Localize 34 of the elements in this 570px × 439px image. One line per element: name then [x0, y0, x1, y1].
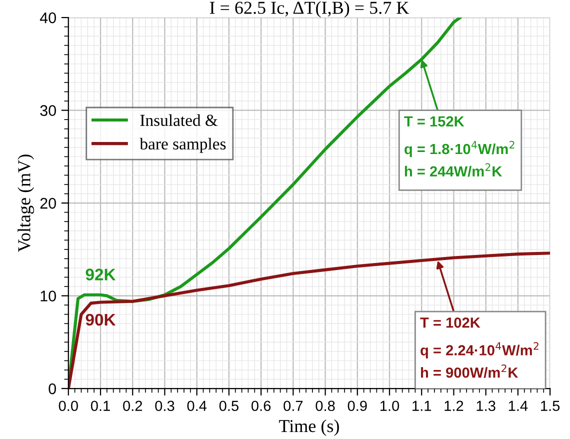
annotation: 90K — [86, 314, 116, 326]
x-tick-label: 0.5 — [219, 400, 238, 412]
x-tick-label: 0.2 — [123, 400, 142, 412]
x-tick-label: 0.6 — [251, 400, 271, 412]
x-tick-label: 0.1 — [90, 400, 110, 412]
y-tick-label: 0 — [48, 383, 56, 394]
y-axis-title: Voltage (mV) — [18, 154, 34, 252]
y-tick-label: 10 — [40, 290, 56, 302]
y-tick-label: 40 — [40, 12, 56, 24]
x-tick-label: 0.7 — [284, 400, 303, 412]
legend-label: Insulated & — [140, 114, 218, 126]
x-axis-title: Time (s) — [279, 419, 339, 436]
annotation: T = 102K — [420, 317, 480, 328]
x-tick-label: 1.2 — [444, 400, 464, 411]
y-tick-label: 30 — [40, 105, 56, 116]
annotation: q = 1.8·10$^{4}$W/m$^{2}$ — [404, 140, 514, 158]
annotation: h = 244W/m$^{2}$K — [404, 163, 502, 177]
x-tick-label: 1.0 — [380, 400, 400, 412]
x-tick-label: 0.4 — [187, 400, 207, 412]
x-tick-label: 1.1 — [412, 400, 432, 411]
x-tick-label: 0.3 — [155, 400, 174, 412]
annotation: 92K — [86, 268, 116, 280]
x-tick-label: 0.8 — [316, 400, 335, 412]
annotation: h = 900W/m$^{2}$K — [421, 364, 518, 378]
x-tick-label: 0.0 — [58, 400, 78, 412]
x-tick-label: 0.9 — [348, 400, 367, 412]
x-tick-label: 1.5 — [541, 400, 560, 412]
legend-label: bare samples — [140, 138, 226, 153]
chart-title: I = 62.5 Ic, ΔT(I,B) = 5.7 K — [210, 1, 410, 18]
annotation: q = 2.24·10$^{4}$W/m$^{2}$ — [420, 342, 538, 358]
x-tick-label: 1.4 — [508, 400, 528, 411]
x-tick-label: 1.3 — [476, 400, 496, 412]
annotation: T = 152K — [404, 116, 464, 127]
y-tick-label: 20 — [40, 198, 56, 209]
